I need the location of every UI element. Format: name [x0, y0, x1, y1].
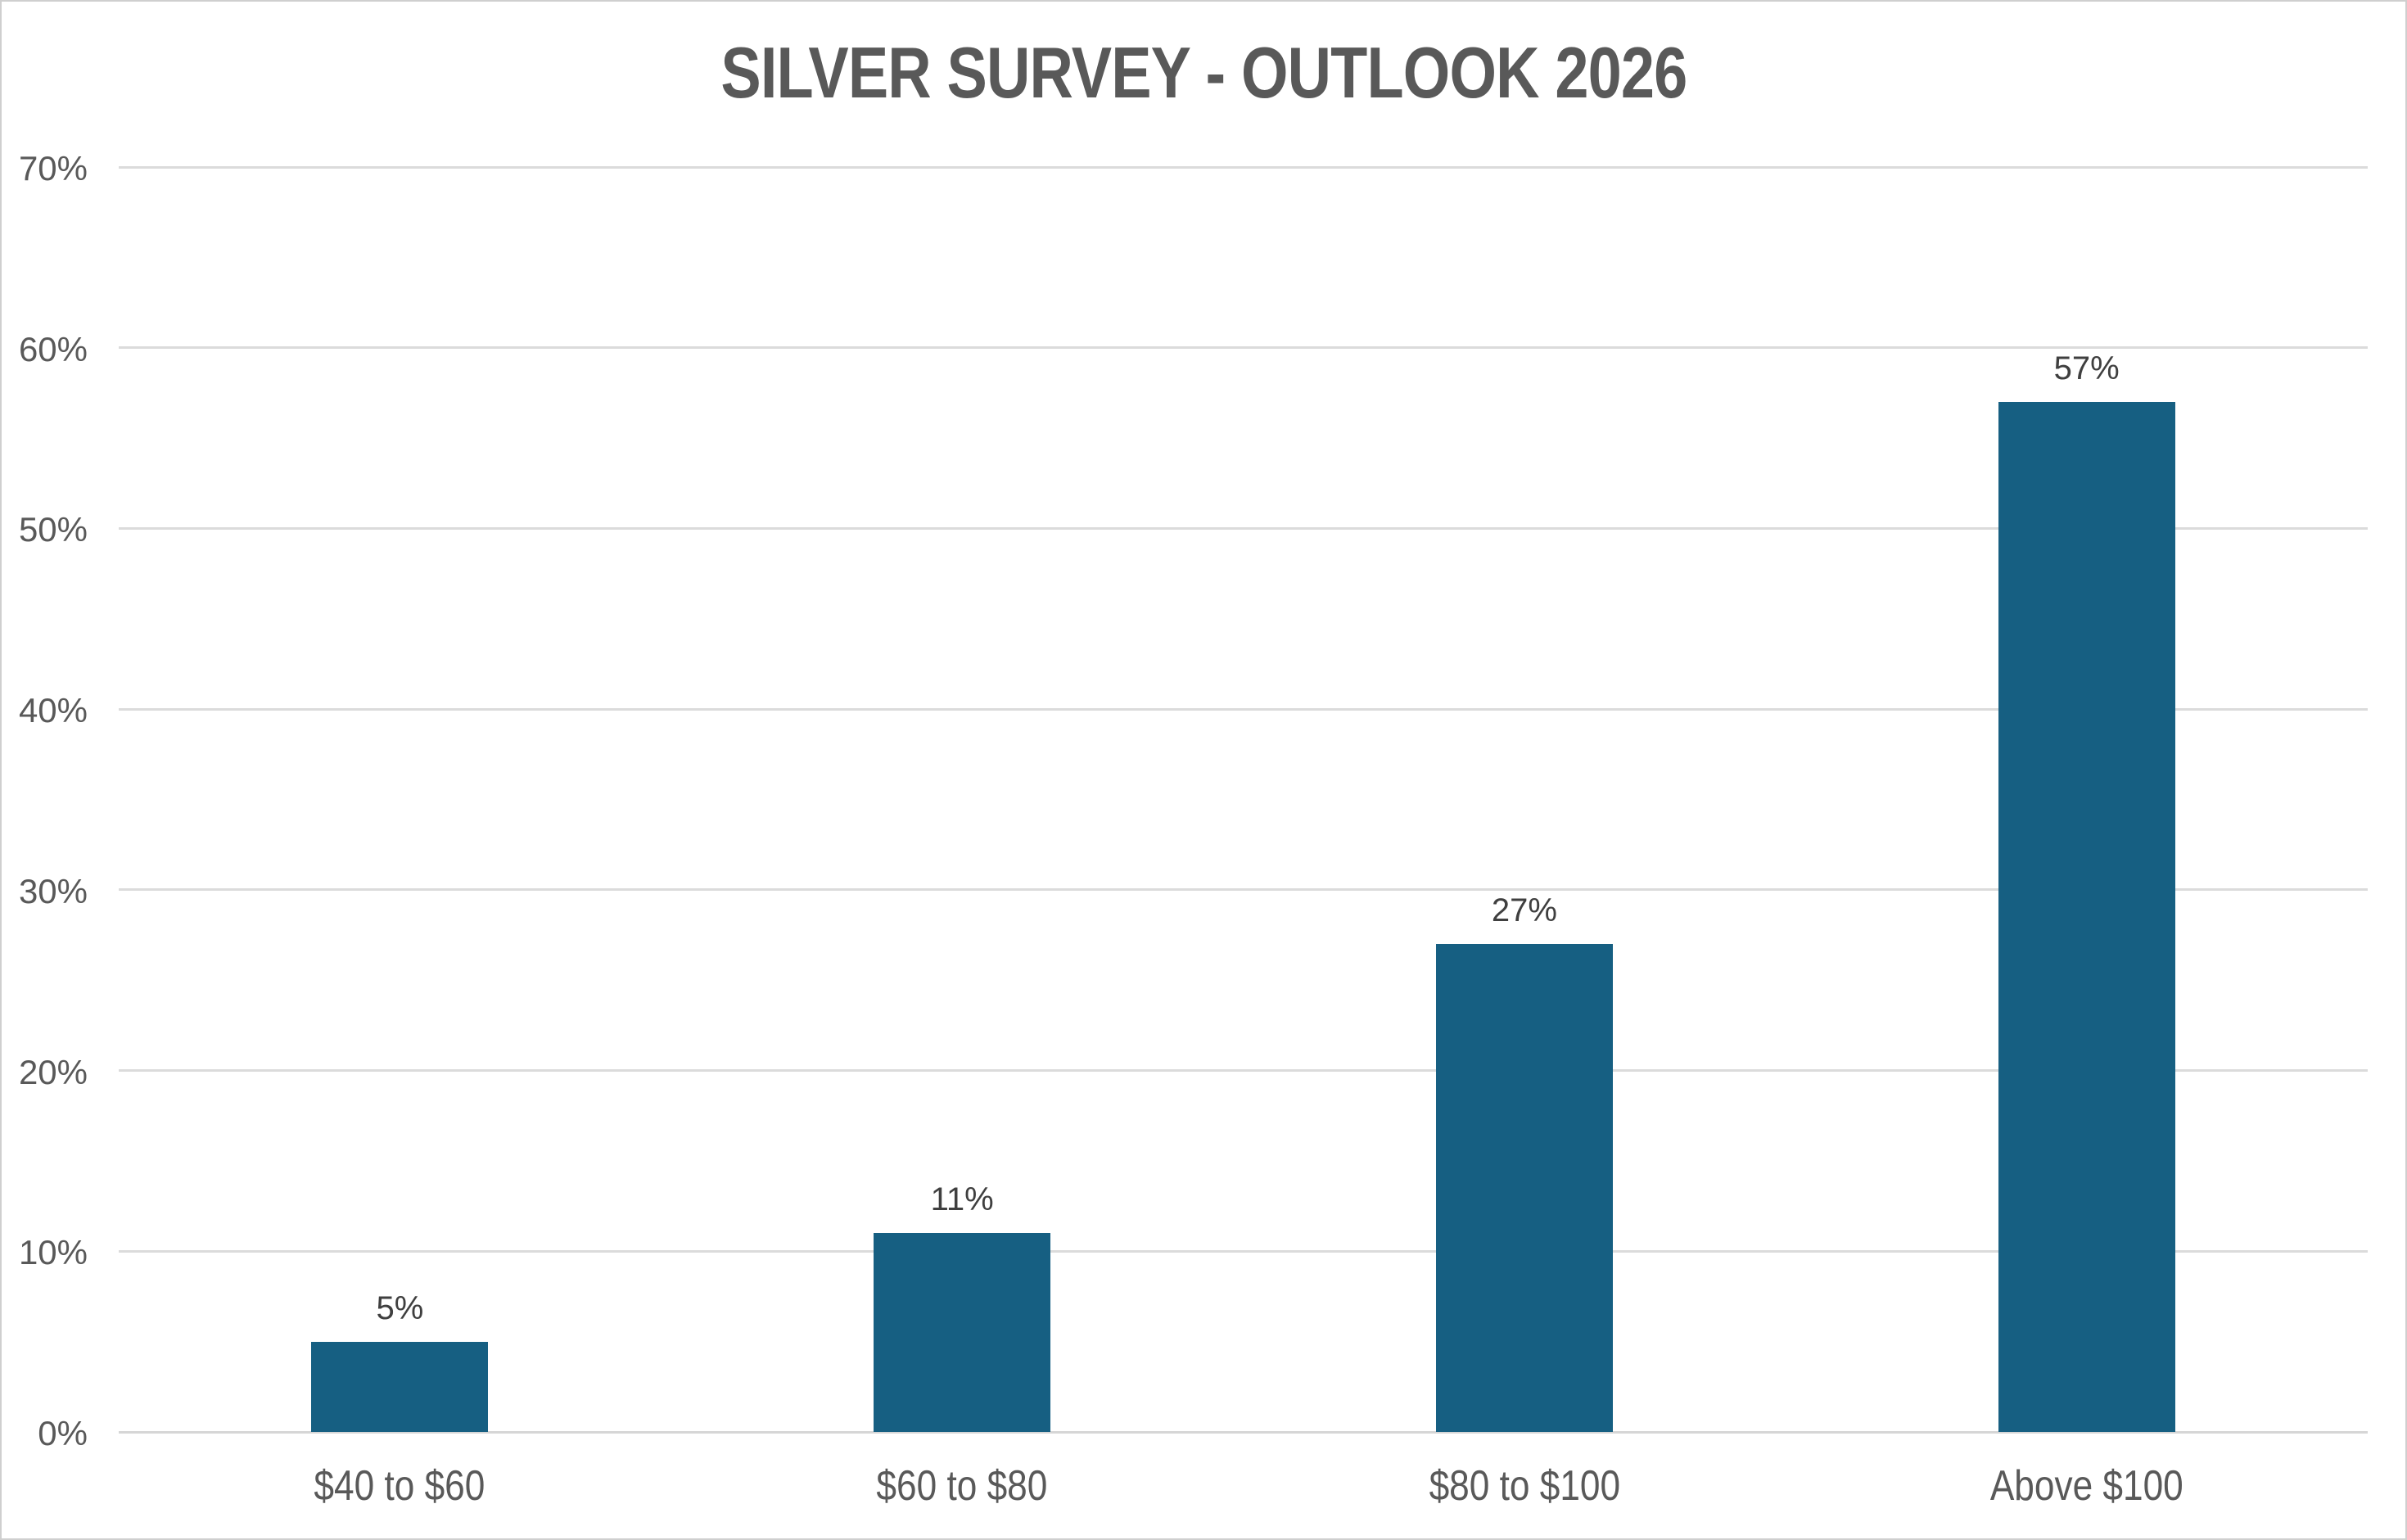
bar-slot: 5%	[119, 167, 681, 1432]
y-axis-tick-label: 70%	[18, 149, 88, 187]
bar	[311, 1341, 489, 1432]
bars-container: 5% 11% 27% 57%	[119, 167, 2368, 1432]
bar	[1998, 401, 2175, 1432]
bar	[1435, 944, 1613, 1432]
x-axis-baseline	[119, 1430, 2368, 1434]
chart-title-text: SILVER SURVEY - OUTLOOK 2026	[720, 32, 1687, 113]
bar-slot: 11%	[681, 167, 1244, 1432]
x-axis-category-label-text: Above $100	[1989, 1462, 2183, 1510]
bar-value-label: 57%	[2053, 350, 2120, 386]
y-axis-tick-label: 60%	[18, 329, 88, 368]
y-axis-tick-label: 50%	[18, 510, 88, 549]
y-axis-tick-label: 0%	[38, 1414, 88, 1452]
gridline	[119, 165, 2368, 169]
gridline	[119, 707, 2368, 711]
y-axis-tick-label: 10%	[18, 1233, 88, 1272]
x-axis-category-label-text: $40 to $60	[314, 1462, 485, 1510]
gridline	[119, 888, 2368, 892]
bar-value-label: 5%	[376, 1289, 424, 1326]
x-axis-category-label: $80 to $100	[1244, 1461, 1806, 1511]
gridline	[119, 1069, 2368, 1073]
x-axis-category-label-text: $80 to $100	[1429, 1462, 1620, 1510]
x-axis-category-label: $40 to $60	[119, 1461, 681, 1511]
x-axis-labels: $40 to $60 $60 to $80 $80 to $100 Above $10…	[119, 1461, 2368, 1511]
y-axis-tick-label: 40%	[18, 691, 88, 730]
bar-slot: 27%	[1244, 167, 1806, 1432]
x-axis-category-label: Above $100	[1805, 1461, 2368, 1511]
x-axis-category-label-text: $60 to $80	[876, 1462, 1048, 1510]
chart-title: SILVER SURVEY - OUTLOOK 2026	[2, 31, 2405, 115]
plot-area: 0% 10% 20% 30% 40% 50% 60% 70% 5% 11% 27% 57% $40 …	[19, 149, 2368, 1510]
y-axis-tick-label: 30%	[18, 871, 88, 910]
gridline	[119, 1249, 2368, 1253]
y-axis-tick-label: 20%	[18, 1052, 88, 1091]
gridline	[119, 346, 2368, 350]
bar-value-label: 27%	[1491, 892, 1557, 929]
bar-value-label: 11%	[930, 1181, 994, 1218]
gridline	[119, 526, 2368, 530]
bar	[874, 1233, 1051, 1432]
bar-slot: 57%	[1805, 167, 2368, 1432]
x-axis-category-label: $60 to $80	[681, 1461, 1244, 1511]
